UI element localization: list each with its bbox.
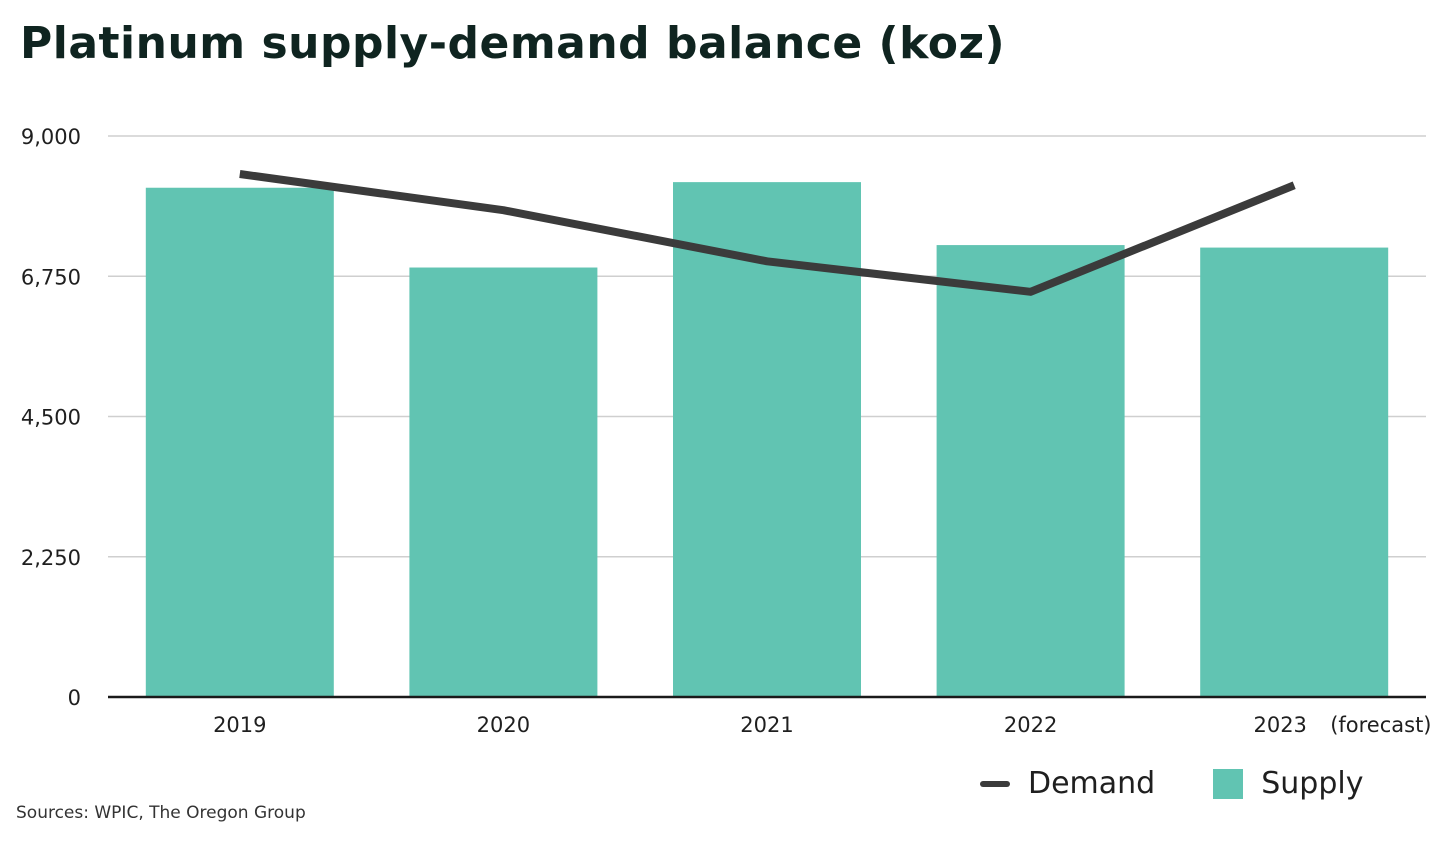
y-tick-label: 0 [68,686,81,710]
chart-title: Platinum supply-demand balance (koz) [20,18,1006,69]
supply-bar [936,245,1125,698]
y-tick-label: 9,000 [21,125,81,149]
x-tick-label: 2022 [1004,713,1057,737]
y-tick-label: 6,750 [21,265,81,289]
legend-label-demand: Demand [1028,766,1156,801]
demand-line-swatch [980,780,1010,787]
legend-item-demand: Demand [980,766,1155,801]
supply-bar [145,187,334,697]
x-tick-label: 2023 [1253,713,1306,737]
x-tick-label: 2020 [477,713,530,737]
supply-bar [1200,247,1389,697]
supply-color-swatch [1213,768,1244,799]
supply-bar [409,267,598,697]
y-tick-label: 4,500 [21,406,81,430]
legend-item-supply: Supply [1213,766,1363,801]
x-tick-label: 2021 [740,713,793,737]
source-note: Sources: WPIC, The Oregon Group [16,803,306,823]
y-tick-label: 2,250 [21,546,81,570]
forecast-note: (forecast) [1330,713,1431,737]
legend-label-supply: Supply [1261,766,1364,801]
legend: Demand Supply [980,766,1363,801]
x-tick-label: 2019 [213,713,266,737]
